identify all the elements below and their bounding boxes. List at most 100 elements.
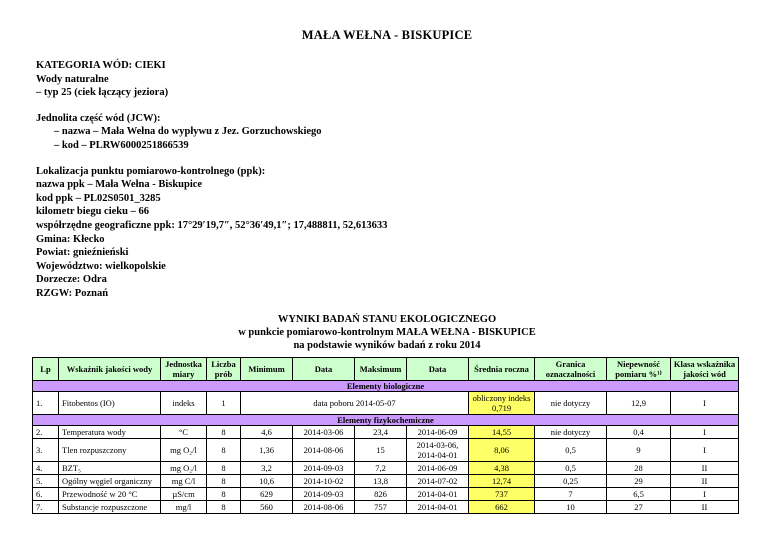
table-row: 4. BZT₅ mg O₂/l 8 3,2 2014-09-03 7,2 201… (32, 460, 739, 475)
cell-max: 23,4 (354, 424, 407, 439)
cell-min-date: 2014-08-06 (292, 499, 355, 514)
cell-indicator: Tlen rozpuszczony (58, 437, 161, 462)
cell-limit: 0,5 (534, 460, 607, 475)
info-line-jcw-name: – nazwa – Mała Wełna do wypływu z Jez. G… (54, 126, 322, 138)
cell-uncertainty: 6,5 (606, 486, 671, 501)
cell-lp: 6. (32, 486, 59, 501)
cell-max: 757 (354, 499, 407, 514)
cell-samples: 8 (206, 424, 241, 439)
info-line-location: Lokalizacja punktu pomiarowo-kontrolnego… (36, 165, 266, 177)
results-heading: WYNIKI BADAŃ STANU EKOLOGICZNEGO w punkc… (36, 313, 738, 352)
cell-unit: indeks (160, 390, 207, 415)
cell-mean: 737 (468, 486, 535, 501)
info-line-dorzecze: Dorzecze: Odra (36, 274, 107, 286)
results-heading-line2: w punkcie pomiarowo-kontrolnym MAŁA WEŁN… (238, 326, 536, 338)
cell-samples: 8 (206, 437, 241, 462)
cell-max: 826 (354, 486, 407, 501)
cell-uncertainty: 12,9 (606, 390, 671, 415)
cell-class: II (670, 499, 739, 514)
cell-min-date: 2014-08-06 (292, 437, 355, 462)
info-line-category: KATEGORIA WÓD: CIEKI (36, 60, 166, 71)
cell-unit: °C (160, 424, 207, 439)
cell-max-date: 2014-07-02 (406, 473, 469, 488)
col-header-max-date: Data (406, 356, 469, 381)
info-line-jcw-code: – kod – PLRW6000251866539 (54, 139, 189, 151)
cell-lp: 2. (32, 424, 59, 439)
location-block: Lokalizacja punktu pomiarowo-kontrolnego… (36, 165, 738, 301)
table-row: 1. Fitobentos (IO) indeks 1 data poboru … (32, 390, 739, 415)
section-row-biological: Elementy biologiczne (32, 379, 739, 392)
cell-max-date: 2014-06-09 (406, 460, 469, 475)
table-row: 7. Substancje rozpuszczone mg/l 8 560 20… (32, 499, 739, 514)
cell-class: I (670, 390, 739, 415)
cell-limit: nie dotyczy (534, 424, 607, 439)
cell-min: 4,6 (240, 424, 293, 439)
col-header-annual-mean: Średnia roczna (468, 356, 535, 381)
cell-class: II (670, 473, 739, 488)
cell-indicator: BZT₅ (58, 460, 161, 475)
cell-max-date: 2014-04-01 (406, 499, 469, 514)
cell-mean: 4,38 (468, 460, 535, 475)
cell-samples: 8 (206, 460, 241, 475)
col-header-min-date: Data (292, 356, 355, 381)
cell-class: I (670, 486, 739, 501)
col-header-minimum: Minimum (240, 356, 293, 381)
cell-limit: 7 (534, 486, 607, 501)
info-line-coordinates: współrzędne geograficzne ppk: 17°29′19,7… (36, 219, 388, 231)
cell-class: I (670, 437, 739, 462)
cell-max: 15 (354, 437, 407, 462)
cell-mean: 8,06 (468, 437, 535, 462)
cell-lp: 3. (32, 437, 59, 462)
col-header-class: Klasa wskaźnika jakości wód (670, 356, 739, 381)
info-line-gmina: Gmina: Kłecko (36, 233, 105, 245)
table-row: 2. Temperatura wody °C 8 4,6 2014-03-06 … (32, 424, 739, 439)
cell-samples: 1 (206, 390, 241, 415)
table-row: 6. Przewodność w 20 °C µS/cm 8 629 2014-… (32, 486, 739, 501)
cell-samples: 8 (206, 473, 241, 488)
info-line-powiat: Powiat: gnieźnieński (36, 247, 129, 259)
cell-unit: µS/cm (160, 486, 207, 501)
cell-mean: obliczony indeks 0,719 (468, 390, 535, 415)
cell-indicator: Ogólny węgiel organiczny (58, 473, 161, 488)
cell-limit: nie dotyczy (534, 390, 607, 415)
cell-class: II (670, 460, 739, 475)
cell-uncertainty: 0,4 (606, 424, 671, 439)
cell-max: 13,8 (354, 473, 407, 488)
cell-uncertainty: 29 (606, 473, 671, 488)
table-row: 3. Tlen rozpuszczony mg O₂/l 8 1,36 2014… (32, 437, 739, 462)
cell-unit: mg C/l (160, 473, 207, 488)
table-header-row: Lp Wskaźnik jakości wody Jednostka miary… (32, 356, 739, 381)
cell-max-date: 2014-06-09 (406, 424, 469, 439)
cell-min-date: 2014-10-02 (292, 473, 355, 488)
page-title: MAŁA WEŁNA - BISKUPICE (301, 28, 473, 42)
col-header-samples: Liczba prób (206, 356, 241, 381)
cell-samples: 8 (206, 499, 241, 514)
info-line-type25: – typ 25 (ciek łączący jeziora) (36, 87, 169, 99)
cell-lp: 7. (32, 499, 59, 514)
cell-min-date: 2014-09-03 (292, 486, 355, 501)
cell-min: 1,36 (240, 437, 293, 462)
cell-lp: 4. (32, 460, 59, 475)
cell-indicator: Substancje rozpuszczone (58, 499, 161, 514)
cell-uncertainty: 28 (606, 460, 671, 475)
section-label-biological: Elementy biologiczne (32, 379, 739, 392)
cell-uncertainty: 9 (606, 437, 671, 462)
cell-mean: 12,74 (468, 473, 535, 488)
cell-mean: 14,55 (468, 424, 535, 439)
cell-lp: 1. (32, 390, 59, 415)
col-header-uncertainty: Niepewność pomiaru %¹⁾ (606, 356, 671, 381)
cell-min: 10,6 (240, 473, 293, 488)
col-header-indicator: Wskaźnik jakości wody (58, 356, 161, 381)
info-line-river-km: kilometr biegu cieku – 66 (36, 206, 149, 218)
col-header-maximum: Maksimum (354, 356, 407, 381)
table-row: 5. Ogólny węgiel organiczny mg C/l 8 10,… (32, 473, 739, 488)
info-line-water-type: Wody naturalne (36, 73, 109, 85)
cell-min: 3,2 (240, 460, 293, 475)
cell-min: 560 (240, 499, 293, 514)
cell-indicator: Temperatura wody (58, 424, 161, 439)
section-label-physicochemical: Elementy fizykochemiczne (32, 413, 739, 426)
cell-unit: mg O₂/l (160, 437, 207, 462)
cell-min-date: 2014-03-06 (292, 424, 355, 439)
cell-sampling-date: data poboru 2014-05-07 (240, 390, 469, 415)
